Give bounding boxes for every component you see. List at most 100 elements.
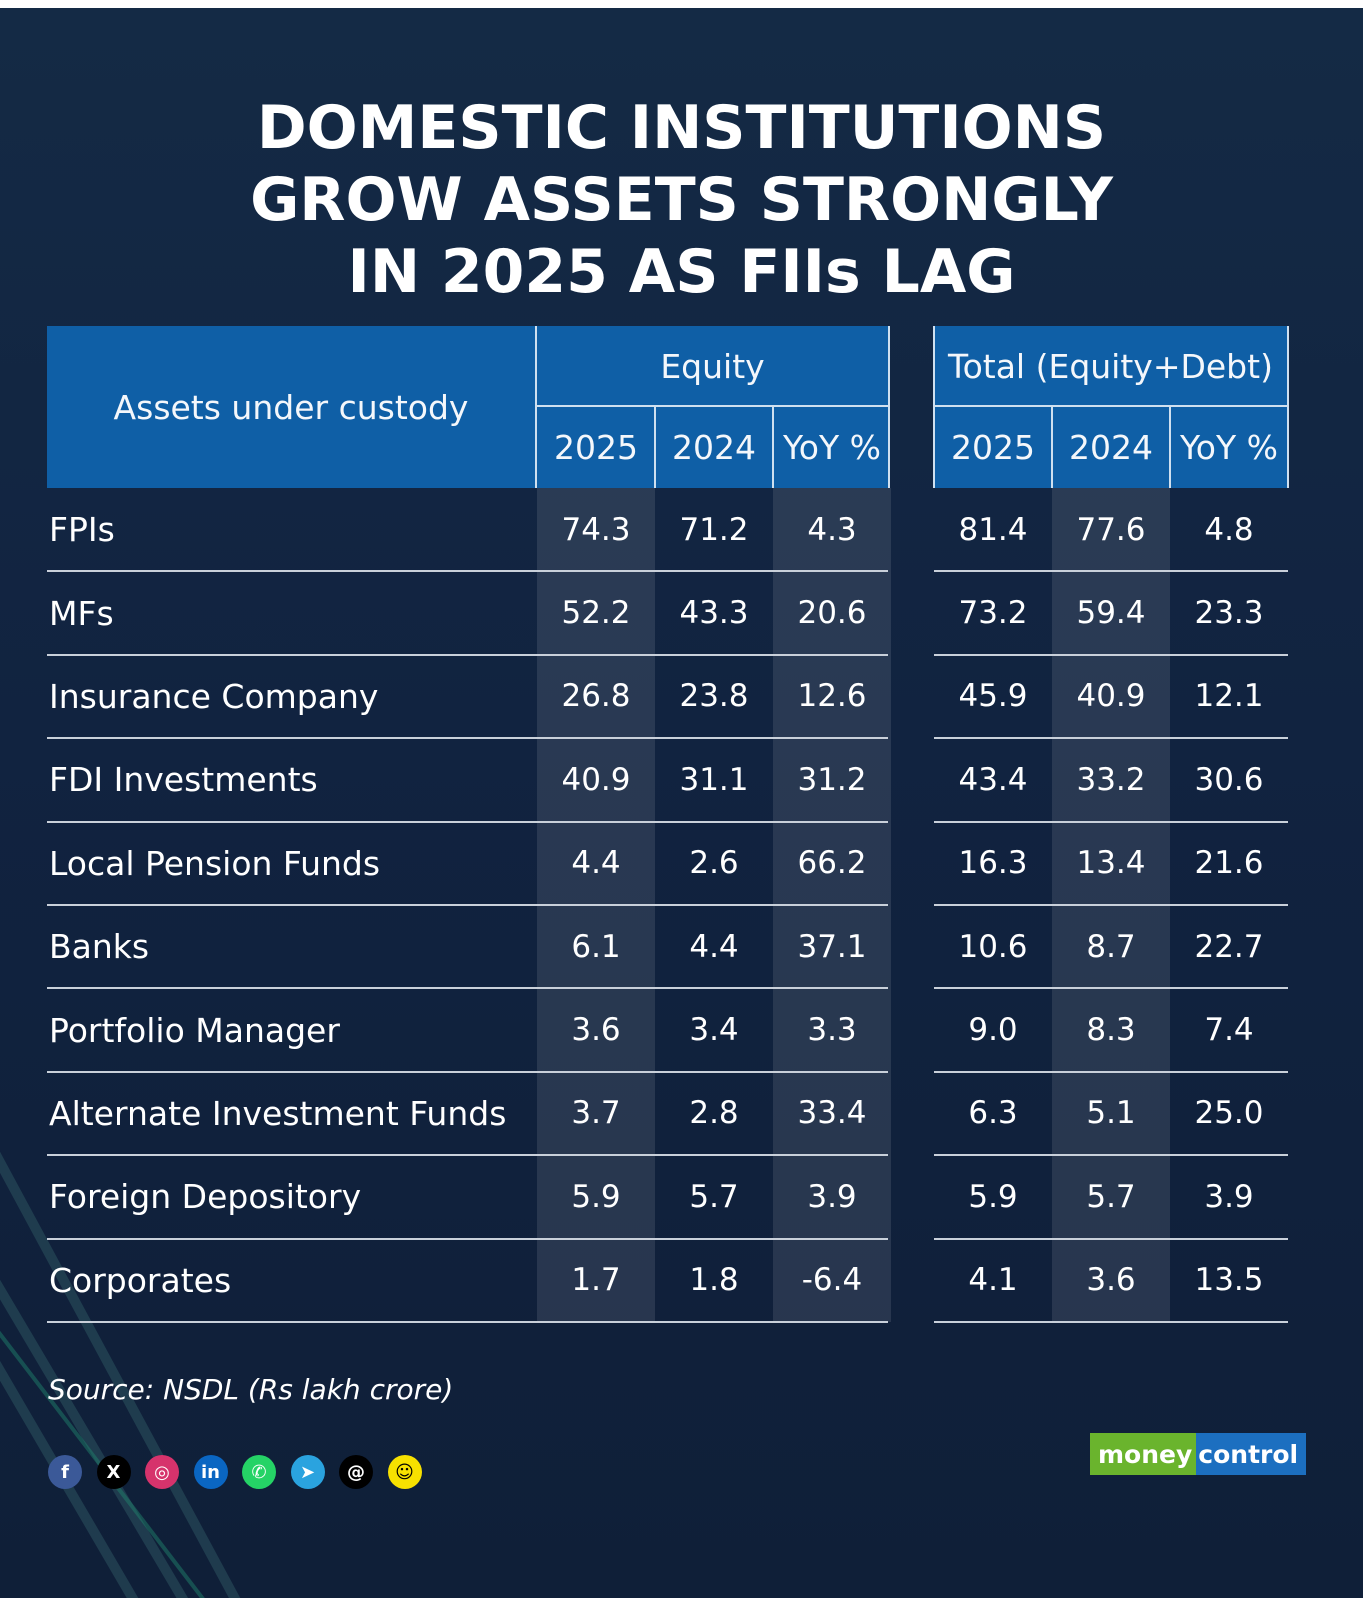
- data-cell: 37.1: [797, 928, 867, 965]
- row-label: Corporates: [49, 1260, 232, 1300]
- row-divider: [47, 987, 888, 990]
- row-divider: [934, 737, 1288, 740]
- threads-icon[interactable]: @: [339, 1455, 373, 1489]
- header-background-right: [934, 326, 1288, 488]
- data-cell: 4.4: [571, 845, 621, 882]
- header-divider: [772, 406, 774, 488]
- row-label: Local Pension Funds: [49, 843, 381, 883]
- moneycontrol-logo: money control: [1090, 1433, 1307, 1475]
- logo-money: money: [1090, 1433, 1197, 1475]
- data-cell: 3.9: [1204, 1178, 1254, 1215]
- column-header: 2024: [672, 427, 756, 467]
- header-divider: [1287, 326, 1289, 488]
- row-divider: [47, 1070, 888, 1073]
- data-cell: 20.6: [797, 595, 867, 632]
- group-header-equity: Equity: [660, 346, 765, 386]
- data-cell: -6.4: [801, 1262, 863, 1299]
- snapchat-icon[interactable]: ☺: [387, 1455, 422, 1489]
- column-header: 2025: [554, 427, 638, 467]
- row-divider: [47, 1321, 888, 1323]
- data-cell: 81.4: [958, 511, 1028, 548]
- data-cell: 8.7: [1086, 928, 1136, 965]
- data-cell: 6.1: [571, 928, 621, 965]
- header-divider: [535, 326, 537, 488]
- header-rule: [537, 405, 888, 407]
- header-rule: [934, 405, 1287, 407]
- data-cell: 22.7: [1194, 928, 1264, 965]
- data-cell: 4.8: [1204, 511, 1254, 548]
- data-cell: 12.6: [797, 678, 867, 715]
- row-divider: [47, 653, 888, 656]
- data-cell: 9.0: [968, 1012, 1018, 1049]
- decor-stripe: [0, 1279, 189, 1598]
- data-cell: 3.6: [1086, 1262, 1136, 1299]
- column-header: YoY %: [1180, 427, 1278, 467]
- data-cell: 23.8: [679, 678, 749, 715]
- linkedin-icon[interactable]: in: [193, 1455, 228, 1489]
- whatsapp-icon[interactable]: ✆: [242, 1455, 276, 1489]
- data-cell: 43.3: [679, 595, 749, 632]
- data-cell: 5.9: [571, 1178, 621, 1215]
- data-cell: 45.9: [958, 678, 1028, 715]
- data-cell: 5.9: [968, 1178, 1018, 1215]
- telegram-icon[interactable]: ➤: [290, 1455, 325, 1489]
- data-cell: 6.3: [968, 1095, 1018, 1132]
- data-cell: 66.2: [797, 845, 867, 882]
- data-cell: 3.4: [689, 1012, 739, 1049]
- data-cell: 26.8: [561, 678, 631, 715]
- data-cell: 1.7: [571, 1262, 621, 1299]
- data-cell: 3.7: [571, 1095, 621, 1132]
- x-icon[interactable]: X: [96, 1455, 131, 1489]
- data-cell: 52.2: [561, 595, 631, 632]
- group-header-total: Total (Equity+Debt): [948, 346, 1273, 386]
- data-cell: 3.3: [807, 1012, 857, 1049]
- data-cell: 5.7: [1086, 1178, 1136, 1215]
- row-divider: [934, 570, 1288, 573]
- row-divider: [47, 904, 888, 906]
- data-cell: 10.6: [958, 928, 1028, 965]
- header-divider: [654, 406, 656, 488]
- row-divider: [47, 570, 888, 573]
- data-cell: 33.2: [1076, 761, 1146, 798]
- data-cell: 4.3: [807, 511, 857, 548]
- data-cell: 5.7: [689, 1178, 739, 1215]
- header-divider: [1051, 406, 1053, 488]
- data-cell: 3.6: [571, 1012, 621, 1049]
- row-divider: [934, 904, 1288, 906]
- data-cell: 13.4: [1076, 845, 1146, 882]
- row-label: MFs: [49, 593, 114, 633]
- data-cell: 16.3: [958, 845, 1028, 882]
- instagram-icon[interactable]: ◎: [145, 1455, 179, 1489]
- data-cell: 21.6: [1194, 845, 1264, 882]
- background-decoration: [0, 1151, 241, 1598]
- data-cell: 31.1: [679, 761, 749, 798]
- row-divider: [934, 1237, 1288, 1240]
- data-cell: 8.3: [1086, 1012, 1136, 1049]
- data-cell: 2.6: [689, 845, 739, 882]
- column-header: 2024: [1069, 427, 1153, 467]
- row-label: FPIs: [49, 510, 115, 550]
- header-background-left: [47, 326, 888, 488]
- column-header: YoY %: [783, 427, 881, 467]
- title-line: IN 2025 AS FIIs LAG: [347, 237, 1016, 307]
- infographic-card: DOMESTIC INSTITUTIONS GROW ASSETS STRONG…: [0, 8, 1363, 1598]
- data-cell: 3.9: [807, 1178, 857, 1215]
- row-label: Portfolio Manager: [49, 1010, 340, 1050]
- data-cell: 12.1: [1194, 678, 1264, 715]
- title-line: DOMESTIC INSTITUTIONS: [256, 93, 1107, 163]
- data-cell: 43.4: [958, 761, 1028, 798]
- facebook-icon[interactable]: f: [48, 1455, 82, 1489]
- data-cell: 40.9: [561, 761, 631, 798]
- page-title: DOMESTIC INSTITUTIONS GROW ASSETS STRONG…: [0, 92, 1363, 308]
- data-cell: 23.3: [1194, 595, 1264, 632]
- data-cell: 7.4: [1204, 1012, 1254, 1049]
- row-divider: [47, 820, 888, 823]
- row-label: Banks: [49, 927, 150, 967]
- row-divider: [934, 653, 1288, 656]
- data-table: Assets under custody Equity Total (Equity+…: [0, 8, 1363, 1598]
- data-cell: 5.1: [1086, 1095, 1136, 1132]
- data-cell: 40.9: [1076, 678, 1146, 715]
- data-cell: 74.3: [561, 511, 631, 548]
- data-cell: 4.4: [689, 928, 739, 965]
- header-divider: [888, 326, 890, 488]
